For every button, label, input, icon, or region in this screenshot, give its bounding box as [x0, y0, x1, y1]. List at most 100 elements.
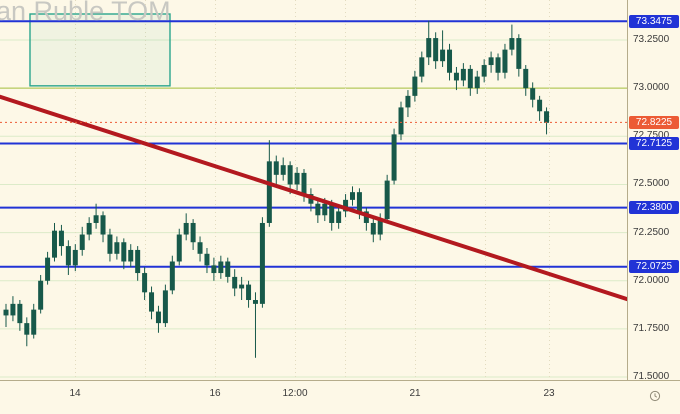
- candle-body: [495, 57, 501, 73]
- candle-body: [363, 211, 369, 223]
- candle-body: [266, 161, 272, 223]
- candle-body: [287, 165, 293, 185]
- candle-body: [530, 88, 536, 100]
- candle-body: [474, 76, 480, 89]
- candle-body: [481, 65, 487, 77]
- candle-body: [121, 242, 127, 262]
- candle-body: [259, 222, 265, 304]
- candle-body: [433, 38, 439, 62]
- x-axis-tick: 12:00: [282, 388, 308, 399]
- candle-body: [204, 253, 210, 266]
- candle-body: [128, 249, 134, 262]
- y-axis-tick: 71.7500: [633, 322, 670, 334]
- candle-body: [58, 230, 64, 247]
- candle-body: [239, 284, 245, 289]
- candle-body: [523, 68, 529, 89]
- y-axis-tick: 72.0000: [633, 274, 670, 286]
- candle-body: [190, 222, 196, 243]
- candle-body: [135, 249, 141, 274]
- candle-body: [343, 199, 349, 212]
- time-axis[interactable]: 14 16 12:00 21 23: [0, 380, 680, 414]
- candle-body: [426, 38, 432, 58]
- candle-body: [301, 172, 307, 195]
- candle-body: [45, 257, 51, 281]
- candle-body: [315, 203, 321, 216]
- y-axis-tick: 73.2500: [633, 34, 670, 45]
- candle-body: [322, 203, 328, 216]
- price-axis[interactable]: 73.2500 73.0000 72.7500 72.5000 72.2500 72.00…: [627, 0, 680, 383]
- candle-body: [412, 76, 418, 96]
- candle-body: [488, 57, 494, 66]
- range-box[interactable]: [29, 13, 171, 87]
- current-price-badge: 72.8225: [629, 115, 679, 129]
- y-axis-tick: 73.0000: [633, 82, 670, 94]
- chart-canvas[interactable]: an Ruble TOM: [0, 0, 627, 380]
- candle-body: [391, 134, 397, 181]
- candle-body: [440, 49, 446, 62]
- candle-body: [246, 284, 252, 301]
- candle-body: [232, 276, 238, 289]
- candle-body: [114, 242, 120, 254]
- candle-body: [3, 309, 9, 316]
- candle-body: [162, 290, 168, 324]
- candle-body: [544, 111, 550, 123]
- candle-body: [155, 311, 161, 324]
- y-axis-tick: 72.2500: [633, 226, 670, 238]
- candle-body: [93, 215, 99, 223]
- candle-body: [516, 38, 522, 69]
- candle-body: [447, 49, 453, 73]
- candle-body: [537, 99, 543, 112]
- candle-body: [252, 300, 258, 304]
- candle-body: [183, 222, 189, 235]
- candle-body: [10, 303, 16, 316]
- candle-body: [149, 292, 155, 312]
- candle-body: [197, 242, 203, 254]
- candle-body: [280, 165, 286, 175]
- candle-body: [502, 49, 508, 73]
- candle-body: [350, 192, 355, 200]
- level-price-badge: 72.0725: [629, 260, 679, 274]
- candle-body: [370, 222, 376, 235]
- candle-body: [509, 38, 515, 50]
- candle-body: [294, 172, 300, 185]
- candle-body: [225, 261, 231, 277]
- candle-body: [467, 68, 473, 89]
- x-axis-tick: 23: [543, 388, 555, 399]
- candle-body: [377, 219, 383, 235]
- candle-body: [176, 234, 182, 262]
- y-axis-tick: 72.7500: [633, 130, 670, 142]
- candle-body: [79, 234, 85, 250]
- x-axis-tick: 16: [209, 388, 221, 399]
- candle-body: [460, 68, 466, 81]
- y-axis-tick: 72.5000: [633, 178, 670, 190]
- level-price-badge: 72.7125: [629, 137, 679, 151]
- x-axis-tick: 21: [409, 388, 421, 399]
- candle-body: [142, 273, 148, 293]
- candle-body: [17, 303, 23, 324]
- candle-body: [65, 246, 71, 266]
- clock-icon[interactable]: [649, 389, 661, 402]
- candle-body: [38, 280, 44, 310]
- candle-body: [52, 230, 58, 258]
- x-axis-tick: 14: [69, 388, 81, 399]
- level-price-badge: 73.3475: [629, 14, 679, 28]
- candle-body: [169, 261, 175, 291]
- candle-body: [31, 309, 37, 335]
- y-axis-tick: 71.5000: [633, 371, 670, 383]
- candle-body: [356, 192, 362, 212]
- candle-body: [336, 211, 342, 223]
- candle-body: [453, 72, 459, 81]
- trendline[interactable]: [0, 94, 627, 302]
- level-price-badge: 72.3800: [629, 201, 679, 215]
- candle-body: [384, 180, 390, 220]
- candle-body: [211, 265, 217, 274]
- candle-body: [273, 161, 279, 175]
- candle-body: [218, 261, 224, 274]
- candle-body: [72, 249, 78, 266]
- candle-body: [107, 234, 113, 254]
- candlestick-chart[interactable]: [0, 0, 627, 380]
- candle-body: [100, 215, 106, 235]
- candle-body: [398, 107, 404, 135]
- candle-body: [24, 323, 30, 335]
